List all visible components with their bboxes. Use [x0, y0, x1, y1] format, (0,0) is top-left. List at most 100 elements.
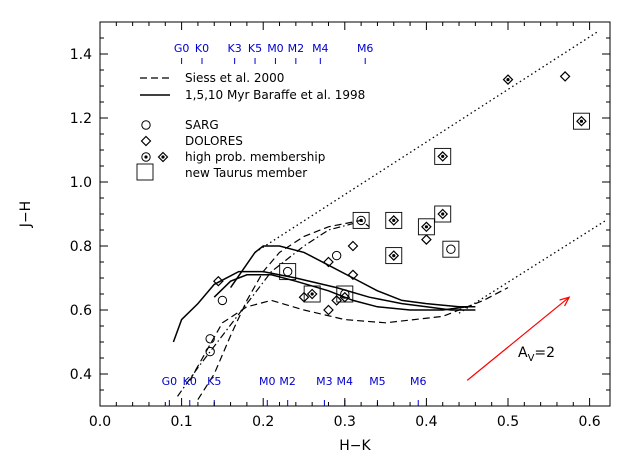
spectral-type-top-label: K0: [195, 42, 209, 55]
dolores-member-dot: [506, 78, 510, 82]
sarg-point: [356, 215, 366, 226]
dolores-point: [421, 221, 432, 233]
dolores-member-dot: [392, 218, 396, 222]
legend-label: high prob. membership: [185, 150, 325, 164]
spectral-type-top-label: M4: [312, 42, 329, 55]
spectral-type-bottom-label: M2: [279, 375, 296, 388]
baraffe-isochrone-3: [229, 245, 476, 308]
legend-circle-marker: [141, 120, 151, 130]
sarg-point: [331, 250, 342, 261]
legend: Siess et al. 2000 1,5,10 Myr Baraffe et a…: [136, 71, 365, 181]
reddening-band-line-1: [254, 31, 599, 253]
spectral-type-bottom-label: G0: [162, 375, 178, 388]
sarg-point: [446, 244, 456, 254]
spectral-type-bottom-label: M6: [410, 375, 427, 388]
legend-dot: [161, 155, 165, 159]
dolores-member-dot: [310, 292, 314, 296]
dolores-point: [331, 295, 342, 306]
dolores-member-dot: [579, 119, 584, 123]
dolores-member-dot: [424, 225, 428, 229]
new-member-box: [572, 112, 590, 130]
new-member-box: [279, 263, 297, 281]
sarg-point: [217, 295, 228, 306]
sarg-point: [282, 266, 293, 277]
dolores-point: [212, 275, 224, 287]
dashdot-track: [177, 223, 354, 397]
y-tick-label: 0.4: [70, 367, 92, 383]
y-axis-title: J−H: [18, 201, 34, 228]
legend-label: DOLORES: [185, 134, 243, 148]
legend-label: Siess et al. 2000: [185, 71, 284, 85]
x-tick-label: 0.6: [578, 414, 600, 430]
reddening-label: AV=2: [518, 345, 555, 364]
new-member-box: [385, 211, 403, 229]
legend-label: new Taurus member: [185, 166, 307, 180]
x-tick-label: 0.3: [334, 414, 356, 430]
spectral-type-bottom-label: K0: [183, 375, 197, 388]
legend-dot: [144, 155, 148, 159]
dolores-member-dot: [392, 254, 396, 258]
spectral-type-bottom-label: K5: [207, 375, 221, 388]
reddening-band-line-2: [458, 219, 607, 314]
y-tick-label: 1.2: [70, 111, 92, 127]
sarg-member-dot: [359, 218, 363, 222]
dolores-member-dot: [441, 212, 445, 216]
y-tick-label: 1.0: [70, 175, 92, 191]
dolores-point: [347, 269, 359, 281]
y-tick-label: 0.6: [70, 303, 92, 319]
spectral-type-bottom-label: M0: [259, 375, 276, 388]
spectral-type-top-label: K3: [228, 42, 242, 55]
x-axis-title: H−K: [339, 438, 371, 454]
spectral-type-top-label: G0: [174, 42, 190, 55]
dolores-point: [559, 71, 571, 82]
sarg-point: [205, 334, 215, 344]
x-tick-label: 0.4: [415, 414, 437, 430]
reddening-vector: [466, 296, 570, 381]
legend-label: SARG: [185, 118, 219, 132]
new-member-box: [352, 211, 370, 229]
x-tick-label: 0.1: [170, 414, 192, 430]
dolores-point: [576, 115, 587, 127]
spectral-type-bottom-label: M3: [316, 375, 333, 388]
dolores-member-dot: [441, 154, 445, 158]
dolores-point: [388, 250, 400, 261]
legend-dotted-circle-marker: [141, 152, 151, 162]
sarg-point: [340, 289, 350, 299]
new-member-box: [442, 240, 460, 258]
siess-isochrone-1: [189, 287, 509, 381]
reddening-vector-head: [559, 296, 571, 307]
spectral-type-top-label: K5: [248, 42, 262, 55]
new-member-box: [434, 205, 452, 223]
siess-isochrone-2: [197, 219, 370, 400]
legend-label: 1,5,10 Myr Baraffe et al. 1998: [185, 88, 365, 102]
dolores-point: [437, 208, 449, 220]
dolores-point: [421, 234, 432, 245]
sarg-point: [205, 346, 215, 357]
axes: 0.0 0.1 0.2 0.3 0.4 0.5 0.6 0.4 0.6 0.8 1.0 1.2 1.4 H…: [18, 21, 611, 454]
baraffe-isochrone-2: [213, 274, 468, 311]
spectral-type-top-label: M0: [267, 42, 284, 55]
spectral-type-top-label: M6: [357, 42, 374, 55]
new-member-box: [434, 147, 452, 165]
x-tick-label: 0.0: [89, 414, 111, 430]
x-tick-label: 0.5: [497, 414, 519, 430]
spectral-type-top-label: M2: [288, 42, 305, 55]
y-tick-label: 0.8: [70, 239, 92, 255]
baraffe-isochrone-1: [172, 270, 476, 343]
dolores-point: [502, 74, 514, 85]
dolores-point: [323, 304, 334, 316]
legend-dotted-diamond-marker: [157, 151, 169, 163]
x-tick-label: 0.2: [252, 414, 274, 430]
dolores-point: [339, 291, 351, 303]
new-member-box: [303, 285, 321, 303]
dolores-point: [388, 215, 400, 226]
legend-square-marker: [136, 163, 154, 181]
legend-diamond-marker: [140, 135, 152, 147]
dolores-point: [323, 256, 334, 268]
new-member-box: [385, 247, 403, 265]
spectral-type-bottom-label: M5: [369, 375, 386, 388]
dolores-point: [306, 288, 318, 300]
dolores-point: [437, 151, 449, 162]
